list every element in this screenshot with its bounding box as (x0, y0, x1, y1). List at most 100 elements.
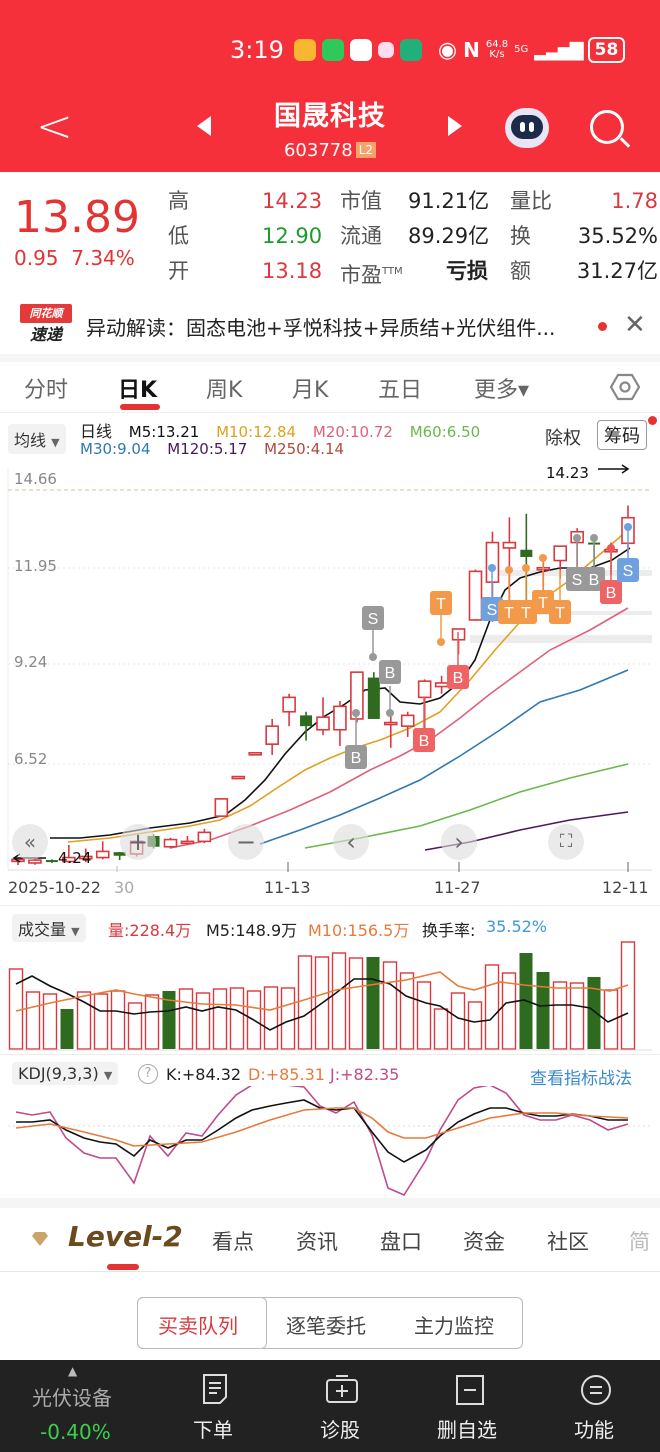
ma10-label: M10:12.84 (216, 423, 297, 441)
tab-monthly-k[interactable]: 月K (292, 378, 329, 403)
candle (553, 545, 568, 562)
volume-bar (42, 993, 58, 1050)
candle (333, 705, 347, 731)
quote-values-col1: 14.23 12.90 13.18 (262, 184, 322, 289)
ma-selector[interactable]: 均线 ▼ (8, 424, 66, 454)
open-value: 13.18 (262, 259, 323, 283)
volume-bar (433, 1008, 449, 1050)
volume-bar (382, 961, 398, 1050)
svg-text:T: T (436, 596, 446, 613)
wechat-icon (321, 39, 344, 61)
dock-remove-watchlist[interactable]: 删自选 (437, 1418, 497, 1442)
svg-text:S: S (368, 611, 379, 628)
dock-diagnose[interactable]: 诊股 (320, 1418, 360, 1442)
candle (383, 721, 398, 726)
volume-bar (484, 964, 500, 1050)
prev-stock-icon[interactable] (197, 116, 211, 136)
status-time: 3:19 (230, 36, 284, 64)
expand-up-icon[interactable]: ▲ (68, 1364, 78, 1378)
search-icon[interactable] (590, 110, 624, 144)
date-tick: 12-11 (602, 878, 649, 897)
volume-bar (280, 987, 296, 1050)
volume-bar (162, 991, 176, 1049)
tab-five-day[interactable]: 五日 (378, 378, 423, 403)
price-tick: 11.95 (14, 557, 57, 575)
stock-code-row: 603778 L2 (0, 140, 660, 161)
date-tick: 30 (114, 878, 135, 897)
ex-rights-toggle[interactable]: 除权 (545, 428, 581, 449)
jump-start-button[interactable]: « (12, 824, 48, 860)
ai-assistant-icon[interactable] (505, 108, 549, 148)
candle (265, 725, 279, 745)
tab-orderbook[interactable]: 盘口 (380, 1230, 422, 1254)
svg-text:T: T (555, 605, 565, 622)
news-text[interactable]: 异动解读：固态电池+孚悦科技+异质结+光伏组件... (86, 316, 556, 340)
quote-labels-col1: 高 低 开 (168, 189, 189, 283)
kdj-indicator-selector[interactable]: KDJ(9,3,3) ▼ (12, 1062, 119, 1085)
scroll-left-button[interactable]: ‹ (333, 824, 369, 860)
scroll-right-button[interactable]: › (441, 824, 477, 860)
candle (78, 855, 93, 860)
chip-distribution-button[interactable]: 筹码 (597, 420, 647, 450)
active-segment-frame (137, 1297, 267, 1349)
volume-bar (212, 988, 228, 1050)
volume-bar (348, 957, 364, 1050)
volume-indicator-selector[interactable]: 成交量 ▼ (12, 914, 86, 942)
dock-order[interactable]: 下单 (193, 1418, 233, 1442)
float-cap: 89.29亿 (408, 224, 490, 248)
tab-intraday[interactable]: 分时 (24, 378, 69, 403)
volume-chart[interactable] (0, 940, 660, 1052)
dock-functions[interactable]: 功能 (574, 1418, 614, 1442)
signal-icon: ▂▃▅▇ (534, 39, 583, 61)
tab-more[interactable]: 更多▾ (474, 378, 530, 403)
menu-icon[interactable] (580, 1374, 612, 1406)
zoom-in-button[interactable]: + (120, 824, 156, 860)
tab-funds[interactable]: 资金 (463, 1230, 505, 1254)
tab-community[interactable]: 社区 (547, 1230, 589, 1254)
segment-tick-orders[interactable]: 逐笔委托 (286, 1314, 366, 1338)
diagnose-icon[interactable] (324, 1374, 360, 1408)
candle (417, 680, 432, 699)
fullscreen-button[interactable]: ⛶ (548, 824, 584, 860)
market-cap: 91.21亿 (408, 189, 490, 213)
candlestick-chart[interactable]: S B B B T B S T T T T S B B S (0, 464, 660, 909)
candle (62, 856, 76, 863)
next-stock-icon[interactable] (448, 116, 462, 136)
news-ticker[interactable]: 同花顺 速递 异动解读：固态电池+孚悦科技+异质结+光伏组件... (0, 300, 660, 354)
level2-badge: L2 (355, 142, 377, 158)
ma120-label: M120:5.17 (167, 440, 248, 458)
candle (95, 850, 110, 859)
settings-icon[interactable] (610, 372, 640, 402)
candle (520, 549, 533, 557)
ma5-label: M5:13.21 (128, 423, 200, 441)
zoom-out-button[interactable]: − (228, 824, 264, 860)
level2-segment-control: 买卖队列 逐笔委托 主力监控 (137, 1297, 523, 1349)
divider (0, 412, 660, 413)
ma250-label: M250:4.14 (264, 440, 345, 458)
tab-news[interactable]: 资讯 (296, 1230, 338, 1254)
ma60-label: M60:6.50 (409, 423, 481, 441)
tab-level2[interactable]: Level-2 (68, 1220, 183, 1253)
back-icon[interactable]: < (36, 101, 73, 152)
tab-brief[interactable]: 简 (629, 1230, 650, 1254)
divider (0, 905, 660, 906)
high-value: 14.23 (262, 189, 323, 213)
ma-legend: 均线 ▼ 日线 M5:13.21 M10:12.84 M20:10.72 M60… (0, 414, 660, 462)
volume-bar (76, 991, 92, 1050)
help-icon[interactable]: ? (138, 1064, 158, 1084)
sector-change: -0.40% (40, 1420, 111, 1444)
kdj-chart[interactable] (0, 1086, 660, 1198)
sector-name[interactable]: 光伏设备 (32, 1386, 112, 1410)
close-icon[interactable]: ✕ (624, 310, 646, 340)
tab-daily-k[interactable]: 日K (118, 378, 158, 403)
candle (350, 671, 364, 720)
indicator-strategy-link[interactable]: 查看指标战法 (530, 1069, 632, 1089)
tab-highlights[interactable]: 看点 (212, 1230, 254, 1254)
segment-order-queue[interactable]: 买卖队列 (158, 1314, 238, 1338)
remove-watchlist-icon[interactable] (455, 1374, 485, 1406)
candle (400, 714, 415, 727)
price-tick: 14.66 (14, 470, 57, 488)
order-icon[interactable] (200, 1372, 230, 1406)
segment-main-force-monitor[interactable]: 主力监控 (414, 1314, 494, 1338)
tab-weekly-k[interactable]: 周K (206, 378, 243, 403)
